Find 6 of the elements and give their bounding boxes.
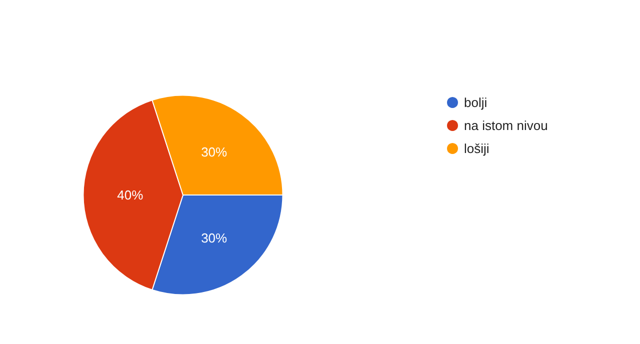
data-label: 30% (201, 230, 228, 246)
legend-label: lošiji (464, 141, 490, 156)
data-label: 40% (117, 188, 144, 202)
legend-label: bolji (464, 95, 488, 110)
data-label: 30% (201, 144, 228, 160)
legend-label: na istom nivou (464, 118, 548, 133)
